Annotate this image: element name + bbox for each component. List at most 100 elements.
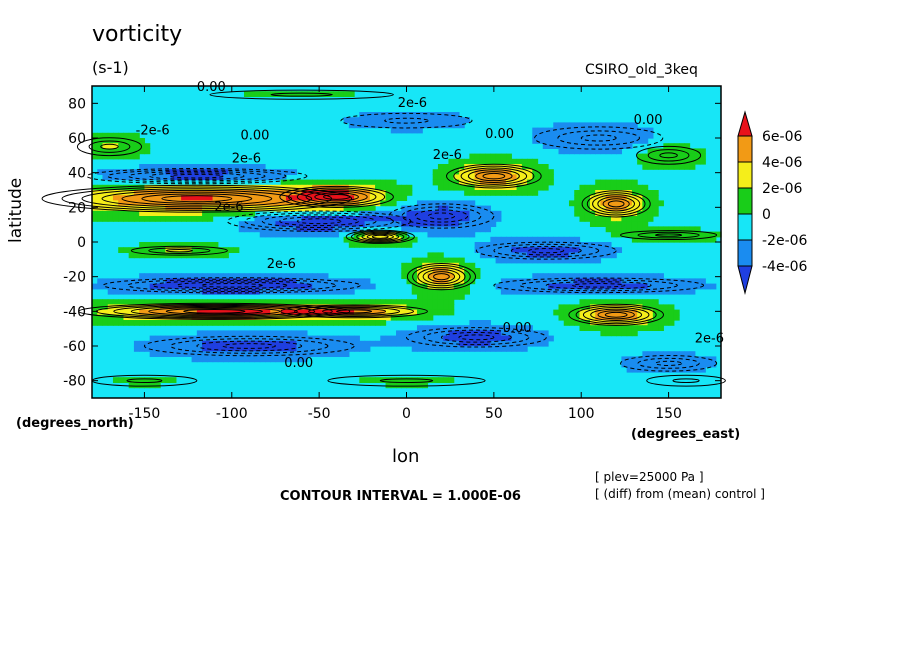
field-cell [458,283,465,290]
field-cell [626,127,633,134]
field-cell [595,242,602,248]
field-cell [333,309,339,316]
field-cell [416,325,423,331]
field-cell [574,143,581,149]
field-cell [684,158,691,165]
field-cell [186,242,193,248]
field-cell [207,169,214,175]
field-cell [411,288,418,295]
field-cell [233,320,240,326]
field-cell [154,283,161,290]
field-cell [165,164,172,170]
field-cell [574,242,581,248]
field-cell [207,210,214,217]
field-cell [521,335,528,342]
field-cell [558,122,565,129]
field-cell [280,351,287,357]
field-cell [259,320,266,326]
field-cell [128,153,135,160]
field-cell [553,257,560,264]
field-cell [254,91,261,97]
field-cell [181,288,187,295]
field-cell [396,195,402,201]
field-cell [327,283,334,290]
field-cell [270,190,277,196]
field-cell [647,226,654,233]
field-cell [448,205,455,212]
field-cell [133,205,140,212]
field-cell [595,148,602,155]
field-cell [490,158,497,165]
field-cell [133,346,140,352]
field-cell [202,252,208,259]
field-cell [401,226,408,233]
field-cell [264,91,271,97]
field-cell [516,335,523,342]
field-cell [474,210,481,217]
field-cell [228,283,235,290]
field-cell [647,164,654,170]
field-cell [458,210,465,217]
field-cell [527,164,533,170]
field-cell [133,132,140,139]
field-cell [144,205,151,212]
field-cell [416,340,423,347]
y-tick-label: 60 [68,131,86,147]
field-cell [679,158,685,165]
field-cell [223,340,229,347]
field-cell [605,242,612,248]
field-cell [264,356,271,363]
field-cell [154,247,161,253]
field-cell [406,184,413,191]
field-cell [186,210,193,217]
field-cell [406,205,413,212]
field-cell [285,356,292,363]
field-cell [631,216,638,222]
field-cell [369,299,376,305]
field-cell [212,195,219,201]
field-cell [416,205,423,212]
field-cell [700,236,706,243]
contour-label: 0.00 [503,321,532,336]
field-cell [469,174,476,181]
field-cell [511,158,518,165]
contour-line [261,214,377,229]
field-cell [479,340,486,347]
field-cell [500,158,507,165]
field-cell [589,143,596,149]
field-cell [233,283,240,290]
field-cell [186,340,193,347]
field-cell [254,283,261,290]
field-cell [516,278,523,285]
field-cell [175,169,182,175]
colorbar-label: -2e-06 [762,233,808,249]
field-cell [196,195,203,201]
field-cell [443,221,450,227]
contour-line [128,170,266,182]
field-cell [474,174,481,181]
field-cell [652,366,659,373]
field-cell [637,216,643,222]
field-cell [175,273,182,279]
field-cell [527,236,533,243]
field-cell [285,299,292,305]
field-cell [144,340,151,347]
field-cell [605,320,612,326]
field-cell [605,127,612,134]
field-cell [196,278,203,285]
field-cell [474,340,481,347]
field-cell [631,273,638,279]
field-cell [375,190,381,196]
field-cell [212,320,219,326]
field-cell [217,299,224,305]
contour-line [571,283,626,288]
field-cell [107,299,114,305]
field-cell [102,216,109,222]
field-cell [327,335,334,342]
field-cell [647,148,654,155]
contour-line [637,357,700,369]
field-cell [312,231,318,238]
field-cell [196,252,203,259]
field-cell [191,346,198,352]
field-cell [196,247,203,253]
